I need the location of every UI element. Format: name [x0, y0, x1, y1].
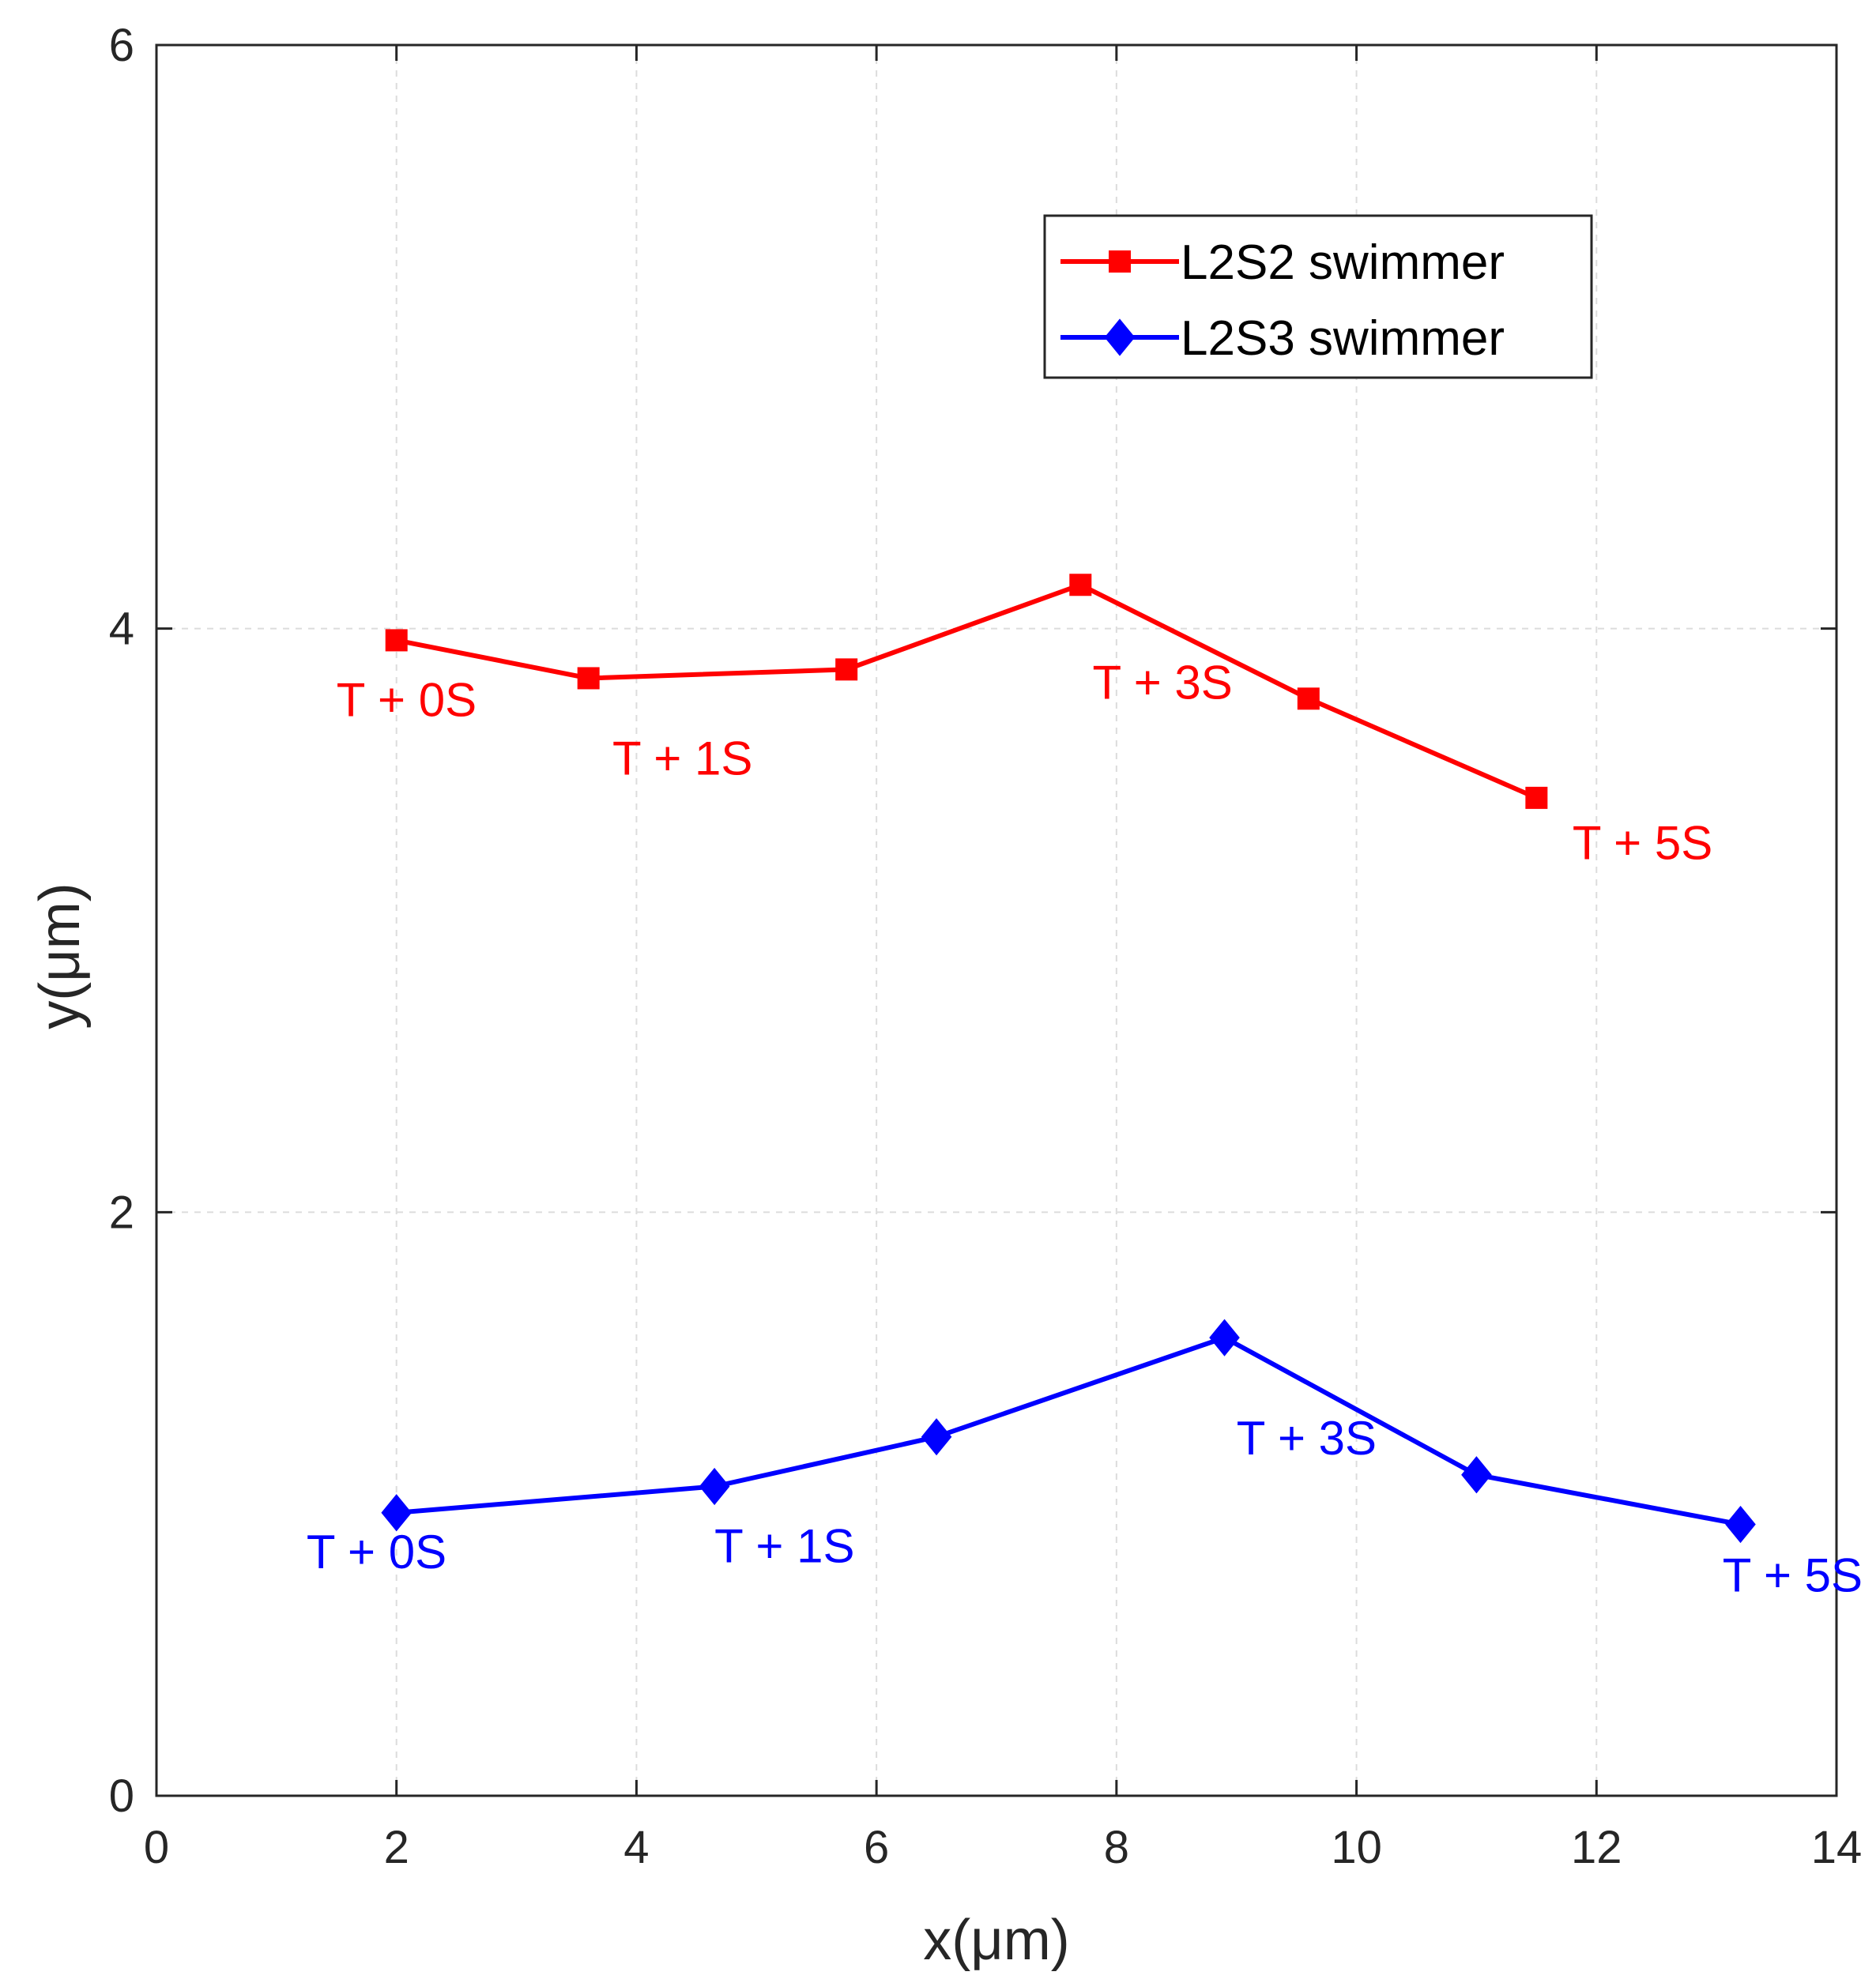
data-point [577, 667, 600, 690]
data-point [1461, 1456, 1492, 1494]
point-annotation: T + 0S [337, 673, 477, 726]
point-annotation: T + 5S [1723, 1548, 1863, 1601]
series-line [396, 582, 1538, 800]
x-tick-label: 2 [384, 1822, 409, 1873]
series-1 [385, 574, 1548, 809]
x-tick-label: 0 [144, 1822, 169, 1873]
y-tick-label: 0 [109, 1770, 134, 1822]
x-tick-label: 8 [1104, 1822, 1129, 1873]
series-2 [381, 1319, 1756, 1544]
series-line [396, 1335, 1742, 1527]
data-point [1069, 574, 1092, 596]
legend: L2S2 swimmer L2S3 swimmer [1043, 214, 1593, 379]
data-point [381, 1494, 412, 1532]
legend-marker [1109, 250, 1131, 273]
point-annotation: T + 3S [1092, 656, 1232, 709]
legend-label: L2S2 swimmer [1181, 235, 1505, 290]
legend-marker [1104, 318, 1136, 356]
point-annotation: T + 1S [612, 732, 752, 785]
data-point [385, 629, 408, 652]
x-tick-label: 12 [1571, 1822, 1622, 1873]
data-point [699, 1467, 730, 1506]
point-annotation: T + 1S [714, 1520, 854, 1573]
point-annotation: T + 3S [1237, 1412, 1377, 1465]
data-point [1297, 687, 1320, 710]
axes: 0 2 4 6 8 10 12 14 0 2 4 6 [109, 20, 1863, 1873]
y-tick-label: 6 [109, 20, 134, 71]
data-point [1209, 1319, 1240, 1356]
data-point [1725, 1505, 1756, 1544]
x-tick-label: 6 [864, 1822, 889, 1873]
annotations: T + 0S T + 1S T + 3S T + 5S T + 0S T + 1S T + … [307, 656, 1863, 1601]
plot-frame [155, 43, 1838, 1797]
legend-label: L2S3 swimmer [1181, 311, 1505, 366]
y-tick-label: 2 [109, 1187, 134, 1238]
series [381, 574, 1756, 1544]
y-axis-label: y(μm) [28, 882, 92, 1029]
x-tick-label: 14 [1811, 1822, 1863, 1873]
data-point [921, 1418, 952, 1456]
x-tick-label: 10 [1331, 1822, 1382, 1873]
x-axis-label: x(μm) [923, 1909, 1069, 1972]
legend-entry: L2S3 swimmer [1060, 311, 1505, 366]
point-annotation: T + 5S [1573, 816, 1712, 869]
x-tick-label: 4 [623, 1822, 649, 1873]
y-tick-label: 4 [109, 604, 134, 655]
legend-box [1043, 214, 1593, 379]
data-point [835, 658, 858, 681]
point-annotation: T + 0S [307, 1526, 446, 1578]
legend-entry: L2S2 swimmer [1060, 235, 1505, 290]
data-point [1525, 786, 1548, 809]
